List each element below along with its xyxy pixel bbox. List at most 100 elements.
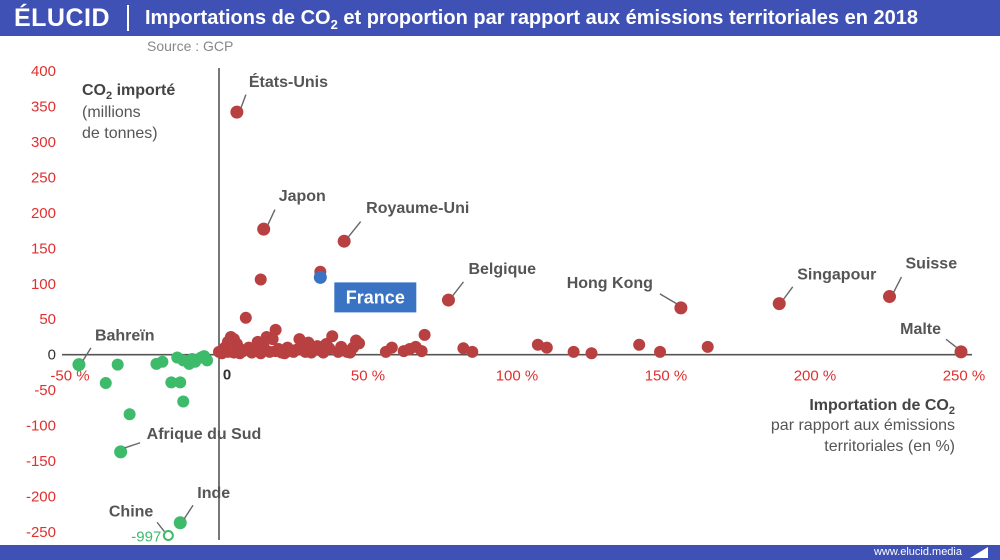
website-link[interactable]: www.elucid.media xyxy=(873,546,962,558)
y-axis-subtitle: (millions xyxy=(82,104,141,121)
point-label: Hong Kong xyxy=(567,275,653,292)
header-bar: ÉLUCID Importations de CO2 et proportion… xyxy=(0,0,1000,36)
brand-mark-icon xyxy=(970,547,988,558)
data-point xyxy=(269,323,282,336)
axis-titles-layer: CO2 importé (millions de tonnes) Importatio… xyxy=(82,82,955,455)
outlier-value-label: -997 xyxy=(131,529,161,546)
y-tick-label: 350 xyxy=(31,98,56,115)
data-point-outlier xyxy=(162,530,174,542)
data-point-labeled xyxy=(674,301,688,315)
data-point xyxy=(123,408,136,421)
axes-layer xyxy=(62,68,972,540)
leader-line xyxy=(156,521,165,532)
title-part-2: et proportion par rapport aux émissions … xyxy=(337,7,918,29)
y-tick-label: 150 xyxy=(31,240,56,257)
x-tick-label: -50 % xyxy=(50,368,89,385)
x-tick-label: 50 % xyxy=(351,368,385,385)
data-point xyxy=(266,333,279,346)
data-point xyxy=(254,273,267,286)
point-label: Bahreïn xyxy=(95,328,155,345)
y-tick-label: 200 xyxy=(31,205,56,222)
data-point xyxy=(174,376,187,389)
data-point-labeled xyxy=(954,345,968,359)
leader-line xyxy=(347,221,362,238)
x-tick-label: 0 xyxy=(223,367,231,384)
data-point xyxy=(654,345,667,358)
point-label: Belgique xyxy=(468,261,536,278)
header-divider xyxy=(127,5,129,31)
data-point xyxy=(201,354,214,367)
data-point xyxy=(326,330,339,343)
data-point-labeled xyxy=(313,270,327,284)
data-point-labeled xyxy=(114,445,128,459)
x-tick-label: 250 % xyxy=(943,368,986,385)
point-label: Inde xyxy=(197,485,230,502)
france-label-box xyxy=(334,282,417,313)
data-point-labeled xyxy=(772,297,786,311)
y-tick-label: -250 xyxy=(26,524,56,541)
y-tick-label: 50 xyxy=(39,311,56,328)
data-point xyxy=(466,345,479,358)
title-part-1: Importations de CO xyxy=(145,7,331,29)
data-point-labeled xyxy=(257,222,271,236)
point-label: Afrique du Sud xyxy=(147,426,262,443)
y-tick-label: 300 xyxy=(31,134,56,151)
leader-line xyxy=(945,338,958,349)
data-point xyxy=(156,355,169,368)
y-axis-title: CO2 importé xyxy=(82,82,175,102)
points-layer xyxy=(72,105,968,542)
data-point-labeled xyxy=(72,358,86,372)
leader-line xyxy=(451,281,465,297)
y-tick-label: -150 xyxy=(26,453,56,470)
leader-line xyxy=(240,94,247,109)
leader-line xyxy=(267,209,276,226)
title-subscript: 2 xyxy=(330,17,338,32)
leader-line xyxy=(183,504,194,520)
data-point-labeled xyxy=(173,516,187,530)
data-point xyxy=(633,338,646,351)
data-point xyxy=(239,311,252,324)
x-tick-label: 200 % xyxy=(794,368,837,385)
point-label: France xyxy=(346,287,405,307)
data-point-labeled xyxy=(337,234,351,248)
data-point-labeled xyxy=(883,290,896,304)
data-point xyxy=(585,347,598,360)
leader-line xyxy=(82,347,92,361)
data-point-labeled xyxy=(230,105,244,119)
data-point xyxy=(701,340,714,353)
data-point-labeled xyxy=(441,293,455,307)
point-label: Suisse xyxy=(906,256,958,273)
point-label: Malte xyxy=(900,321,941,338)
y-axis-subtitle: de tonnes) xyxy=(82,125,158,142)
x-axis-title: Importation de CO2 xyxy=(809,397,955,417)
point-label: États-Unis xyxy=(249,72,328,91)
y-tick-label: 400 xyxy=(31,63,56,80)
point-label: Chine xyxy=(109,504,154,521)
data-point xyxy=(540,341,553,354)
tick-labels-layer: 400 350 300 250 200 150 100 50 0 -50 -100 -150 -200 -… xyxy=(26,63,985,541)
point-label: Japon xyxy=(279,188,326,205)
point-label: Singapour xyxy=(797,267,876,284)
leader-line xyxy=(124,442,141,449)
data-point xyxy=(215,347,228,360)
y-tick-label: 100 xyxy=(31,276,56,293)
y-tick-label: -50 xyxy=(34,382,56,399)
point-label: Royaume-Uni xyxy=(366,200,469,217)
y-tick-label: -200 xyxy=(26,489,56,506)
leader-line xyxy=(782,286,794,301)
y-tick-label: 0 xyxy=(48,347,56,364)
point-labels-layer: États-Unis Japon Royaume-Uni France Belgique… xyxy=(82,72,958,546)
source-note: Source : GCP xyxy=(147,38,234,54)
x-tick-label: 100 % xyxy=(496,368,539,385)
leader-line xyxy=(659,293,678,305)
data-point xyxy=(165,376,178,389)
elucid-logo: ÉLUCID xyxy=(13,4,111,32)
x-axis-subtitle: territoriales (en %) xyxy=(824,438,955,455)
y-tick-label: -100 xyxy=(26,418,56,435)
data-point xyxy=(567,345,580,358)
footer-bar: www.elucid.media xyxy=(0,545,1000,560)
y-tick-label: 250 xyxy=(31,169,56,186)
x-tick-label: 150 % xyxy=(645,368,688,385)
